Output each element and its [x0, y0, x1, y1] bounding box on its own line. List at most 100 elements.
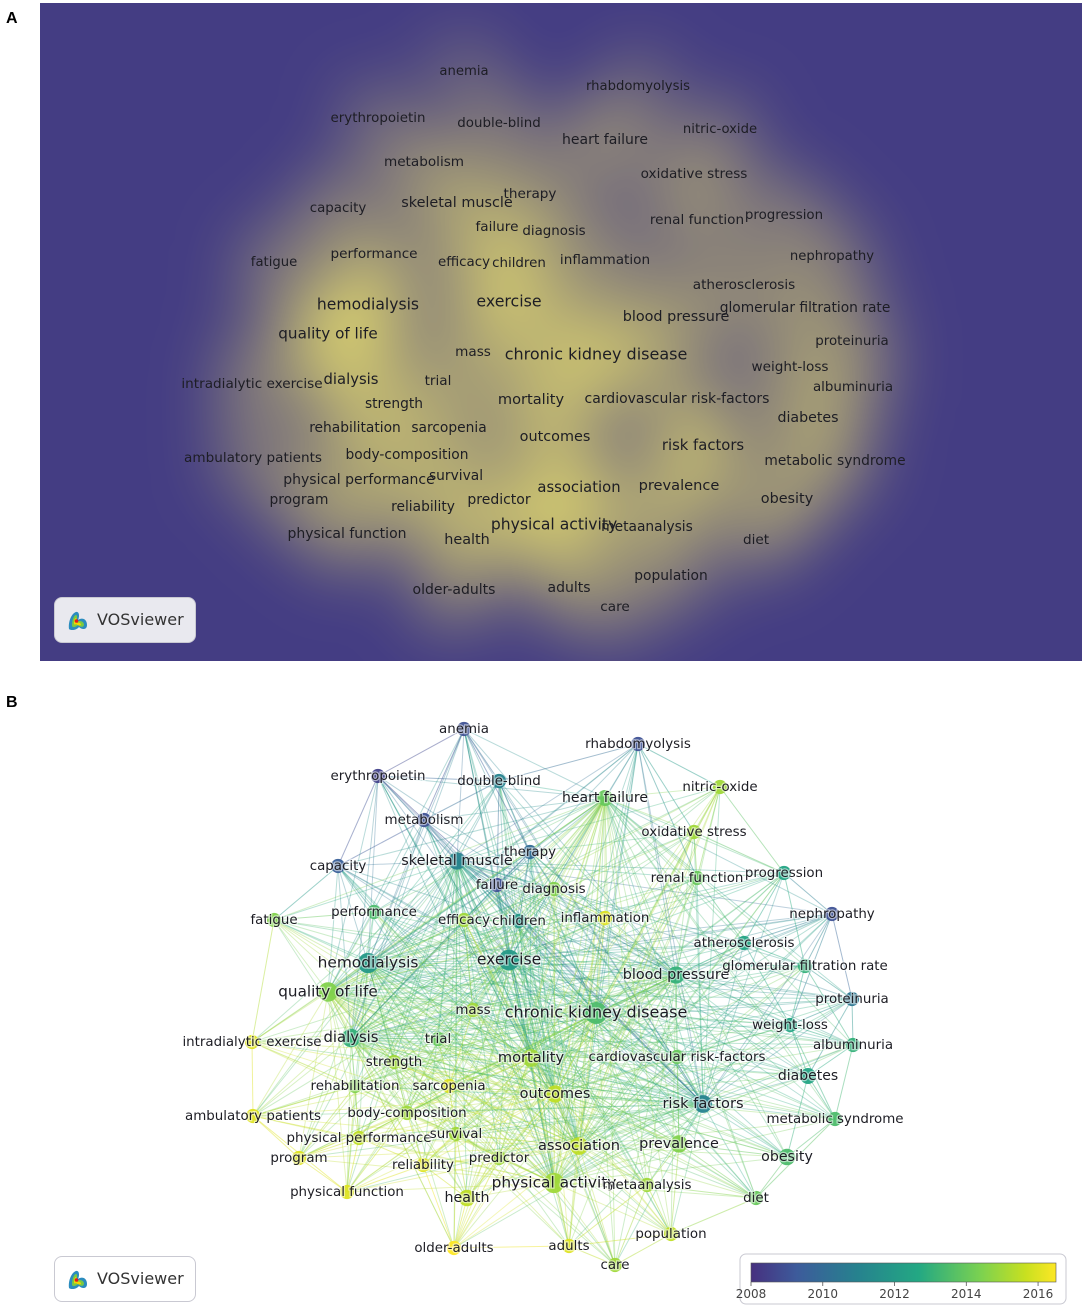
network-edge	[595, 831, 695, 1014]
network-edge	[553, 1012, 597, 1184]
network-edge	[350, 860, 458, 1039]
network-node-fatigue[interactable]	[266, 912, 282, 928]
network-node-survival[interactable]	[448, 1126, 464, 1142]
network-edge	[553, 888, 606, 919]
network-node-performance[interactable]	[366, 904, 382, 920]
network-node-erythropoietin[interactable]	[370, 768, 386, 784]
network-node-double-blind[interactable]	[491, 773, 507, 789]
keyword-label-anemia: anemia	[439, 64, 488, 79]
network-edge	[346, 959, 510, 1193]
network-node-diabetes[interactable]	[800, 1068, 816, 1084]
network-node-failure[interactable]	[489, 877, 505, 893]
network-node-exercise[interactable]	[498, 949, 520, 971]
network-node-heart-failure[interactable]	[597, 790, 613, 806]
network-edge	[463, 728, 556, 1095]
network-node-glomerular-filtration-rate[interactable]	[797, 958, 813, 974]
network-node-health[interactable]	[458, 1189, 476, 1207]
network-node-mass[interactable]	[465, 1002, 481, 1018]
network-edge	[406, 1112, 424, 1166]
network-edge	[604, 797, 672, 1235]
network-node-capacity[interactable]	[330, 858, 346, 874]
network-node-skeletal-muscle[interactable]	[448, 852, 466, 870]
network-node-atherosclerosis[interactable]	[736, 935, 752, 951]
network-node-adults[interactable]	[561, 1238, 577, 1254]
network-edge	[456, 860, 532, 1059]
network-node-trial[interactable]	[430, 1031, 446, 1047]
network-edge	[358, 1012, 597, 1139]
network-node-metaanalysis[interactable]	[639, 1177, 655, 1193]
network-edge	[595, 786, 721, 1014]
network-edge	[327, 991, 395, 1063]
network-node-outcomes[interactable]	[546, 1085, 564, 1103]
network-edge	[456, 860, 854, 1046]
network-edge	[743, 872, 785, 944]
network-node-body-composition[interactable]	[399, 1105, 415, 1121]
network-node-diagnosis[interactable]	[546, 881, 562, 897]
network-edge	[498, 797, 606, 1159]
network-edge	[367, 962, 854, 1046]
network-node-program[interactable]	[291, 1150, 307, 1166]
network-node-weight-loss[interactable]	[782, 1017, 798, 1033]
network-node-ambulatory-patients[interactable]	[245, 1108, 261, 1124]
network-edge	[251, 919, 275, 1043]
network-node-metabolic-syndrome[interactable]	[827, 1111, 843, 1127]
network-node-metabolism[interactable]	[416, 812, 432, 828]
network-node-therapy[interactable]	[522, 844, 538, 860]
network-node-anemia[interactable]	[456, 721, 472, 737]
network-node-rhabdomyolysis[interactable]	[630, 736, 646, 752]
network-node-albuminuria[interactable]	[845, 1037, 861, 1053]
network-edge	[463, 728, 704, 1105]
network-edge	[327, 872, 785, 993]
network-edge	[354, 1085, 556, 1095]
network-node-population[interactable]	[663, 1226, 679, 1242]
network-node-physical-performance[interactable]	[351, 1130, 367, 1146]
network-node-nitric-oxide[interactable]	[712, 779, 728, 795]
network-edge	[377, 775, 704, 1105]
keyword-label-program: program	[270, 492, 329, 508]
network-node-blood-pressure[interactable]	[667, 966, 685, 984]
network-node-reliability[interactable]	[415, 1157, 431, 1173]
network-node-diet[interactable]	[748, 1190, 764, 1206]
network-edge	[252, 1012, 597, 1117]
network-node-children[interactable]	[511, 913, 527, 929]
node-label-program: program	[270, 1151, 327, 1166]
network-node-rehabilitation[interactable]	[347, 1078, 363, 1094]
network-node-older-adults[interactable]	[446, 1240, 462, 1256]
network-node-physical-activity[interactable]	[543, 1172, 565, 1194]
network-node-association[interactable]	[570, 1137, 588, 1155]
network-node-sarcopenia[interactable]	[441, 1078, 457, 1094]
network-node-efficacy[interactable]	[456, 912, 472, 928]
network-node-progression[interactable]	[776, 865, 792, 881]
network-edge	[463, 919, 556, 1095]
network-node-inflammation[interactable]	[597, 910, 613, 926]
network-node-proteinuria[interactable]	[844, 991, 860, 1007]
network-node-prevalence[interactable]	[670, 1135, 688, 1153]
node-label-diagnosis: diagnosis	[522, 882, 585, 897]
node-label-body-composition: body-composition	[347, 1106, 466, 1121]
keyword-label-exercise: exercise	[476, 292, 541, 311]
network-edge	[463, 919, 704, 1105]
network-edge	[789, 965, 806, 1026]
network-edge	[604, 797, 648, 1186]
network-edge	[252, 1115, 300, 1159]
network-node-renal-function[interactable]	[689, 870, 705, 886]
network-edge	[614, 1233, 672, 1266]
network-node-intradialytic-exercise[interactable]	[244, 1034, 260, 1050]
network-node-strength[interactable]	[386, 1054, 402, 1070]
network-node-nephropathy[interactable]	[824, 906, 840, 922]
network-edge	[298, 860, 458, 1159]
network-node-cardiovascular-risk-factors[interactable]	[669, 1049, 685, 1065]
network-node-dialysis[interactable]	[341, 1028, 361, 1048]
network-node-care[interactable]	[607, 1257, 623, 1273]
network-node-risk-factors[interactable]	[694, 1095, 712, 1113]
network-edge	[554, 1093, 757, 1199]
network-node-oxidative-stress[interactable]	[686, 824, 702, 840]
network-edge	[298, 1145, 580, 1159]
network-node-chronic-kidney-disease[interactable]	[585, 1002, 607, 1024]
network-node-predictor[interactable]	[491, 1150, 507, 1166]
network-node-quality-of-life[interactable]	[318, 982, 338, 1002]
network-node-mortality[interactable]	[522, 1049, 540, 1067]
network-node-physical-function[interactable]	[339, 1184, 355, 1200]
network-node-hemodialysis[interactable]	[357, 952, 379, 974]
network-node-obesity[interactable]	[778, 1148, 796, 1166]
